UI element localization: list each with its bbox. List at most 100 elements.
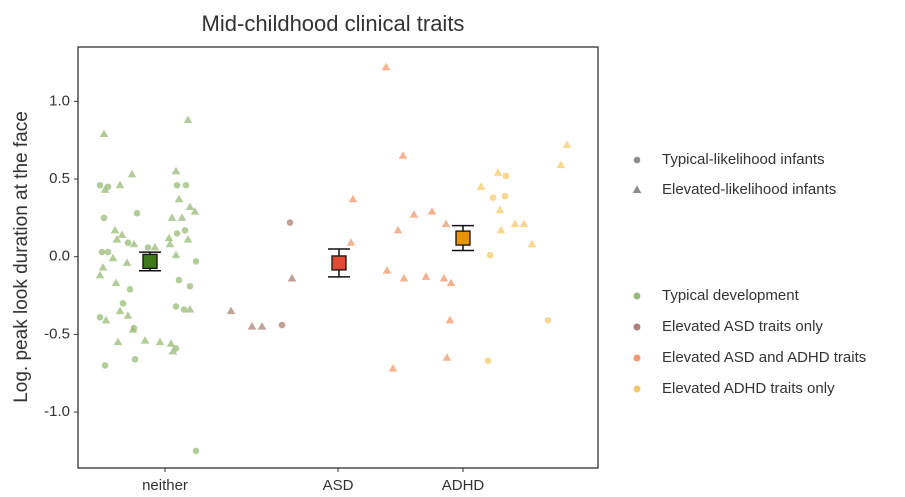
point (96, 181, 104, 189)
point (165, 239, 175, 248)
point (101, 362, 109, 369)
point (446, 278, 456, 287)
point (167, 213, 177, 221)
point (173, 181, 181, 189)
point (382, 266, 392, 274)
y-tick-label: 0.0 (49, 248, 70, 265)
point (398, 151, 408, 159)
y-tick-label: 0.5 (49, 170, 70, 187)
point (175, 276, 183, 284)
point (96, 314, 104, 321)
point (164, 233, 174, 242)
point (98, 248, 106, 256)
legend-symbol (633, 385, 641, 393)
point (247, 322, 257, 330)
point (502, 172, 510, 180)
point (113, 337, 123, 346)
mean-marker (142, 253, 158, 270)
point (501, 192, 509, 200)
point (174, 194, 184, 203)
point (495, 205, 505, 214)
point (183, 235, 193, 243)
legend-symbol (632, 185, 642, 193)
point (150, 242, 160, 251)
legend-label: Elevated ADHD traits only (662, 380, 835, 397)
y-axis-label: Log. peak look duration at the face (11, 111, 32, 403)
x-tick-label: ASD (323, 477, 354, 494)
point (99, 129, 109, 137)
point (544, 317, 552, 324)
point (133, 209, 141, 217)
point (562, 140, 572, 148)
point (257, 322, 267, 330)
legend-label: Elevated ASD and ADHD traits (662, 349, 866, 366)
point (348, 194, 358, 203)
point (421, 272, 431, 280)
point (510, 219, 520, 228)
point (171, 166, 181, 175)
point (95, 270, 105, 279)
point (171, 250, 181, 259)
point (476, 182, 486, 190)
point (108, 253, 118, 262)
point (98, 263, 108, 271)
point (100, 214, 108, 222)
point (190, 207, 200, 215)
point (287, 273, 297, 282)
point (117, 230, 127, 238)
point (399, 273, 409, 282)
point (381, 62, 391, 71)
legend-label: Elevated ASD traits only (662, 318, 823, 335)
point (519, 219, 529, 228)
point (122, 258, 132, 266)
point (192, 258, 200, 265)
point (496, 225, 506, 234)
legend-symbol (633, 323, 641, 331)
point (100, 185, 110, 193)
legend-symbol (633, 354, 641, 362)
point (104, 248, 112, 256)
point (441, 219, 451, 228)
legend-label: Typical development (662, 287, 800, 304)
point (489, 194, 497, 201)
point (166, 339, 176, 347)
point (101, 315, 111, 324)
point (155, 337, 165, 346)
point (115, 180, 125, 189)
point (112, 235, 122, 243)
point (183, 115, 193, 124)
point (110, 225, 120, 234)
x-tick-label: ADHD (442, 477, 485, 494)
point (286, 219, 294, 226)
point (226, 306, 236, 315)
mean-marker (331, 255, 347, 271)
point (181, 227, 189, 234)
y-tick-label: -0.5 (44, 325, 70, 342)
point (393, 225, 403, 234)
point (111, 278, 121, 287)
point (388, 364, 398, 372)
point (442, 353, 452, 361)
point (439, 273, 449, 282)
point (346, 238, 356, 246)
point (127, 169, 137, 178)
point (484, 357, 492, 365)
point (126, 286, 134, 293)
point (119, 300, 127, 307)
point (131, 355, 139, 363)
point (186, 282, 194, 290)
point (144, 244, 152, 251)
point (192, 447, 200, 455)
point (427, 207, 437, 215)
y-tick-label: -1.0 (44, 403, 70, 420)
legend-label: Typical-likelihood infants (662, 151, 825, 168)
legend-label: Elevated-likelihood infants (662, 181, 836, 198)
point (123, 311, 133, 319)
point (182, 181, 190, 189)
point (177, 213, 187, 221)
point (173, 230, 181, 237)
point (493, 168, 503, 176)
point (124, 239, 132, 247)
